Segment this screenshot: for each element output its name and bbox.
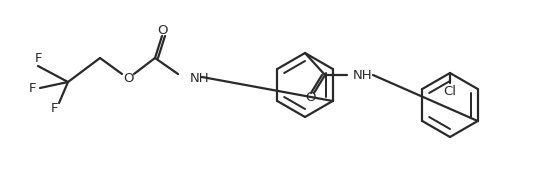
Text: O: O <box>158 24 168 36</box>
Text: O: O <box>306 91 316 103</box>
Text: O: O <box>123 72 133 84</box>
Text: Cl: Cl <box>443 84 457 97</box>
Text: F: F <box>28 82 36 94</box>
Text: F: F <box>34 52 42 64</box>
Text: NH: NH <box>353 68 373 82</box>
Text: NH: NH <box>190 72 210 84</box>
Text: F: F <box>51 102 59 114</box>
